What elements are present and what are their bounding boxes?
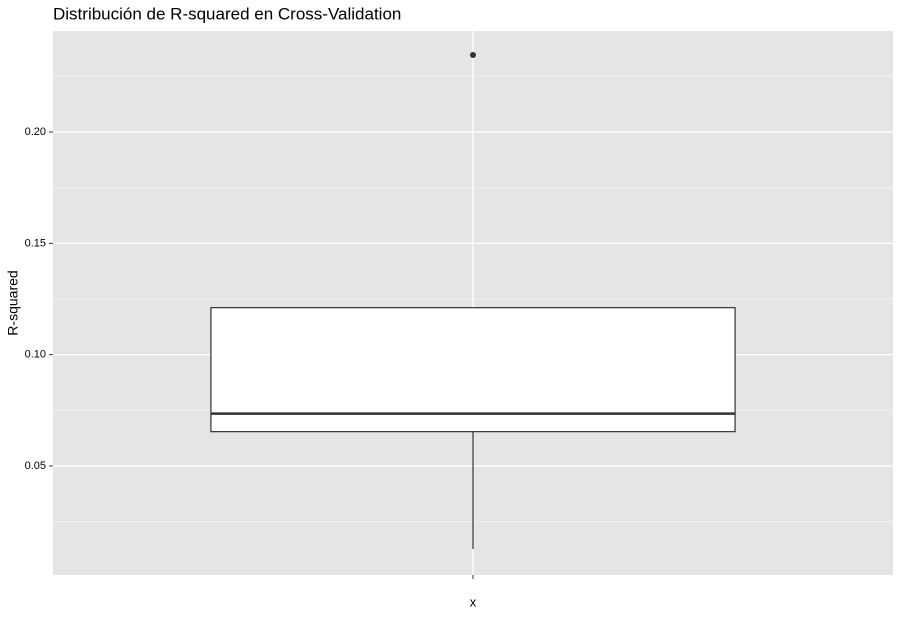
box bbox=[210, 307, 736, 433]
y-tick-label: 0.20 bbox=[25, 126, 46, 138]
outlier bbox=[470, 52, 476, 59]
y-tick-label: 0.05 bbox=[25, 460, 46, 472]
y-tick-label: 0.10 bbox=[25, 349, 46, 361]
y-axis-label: R-squared bbox=[5, 270, 21, 335]
x-tick-label: x bbox=[470, 594, 477, 609]
y-tick-label: 0.15 bbox=[25, 237, 46, 249]
chart-title: Distribución de R-squared en Cross-Valid… bbox=[53, 4, 401, 23]
